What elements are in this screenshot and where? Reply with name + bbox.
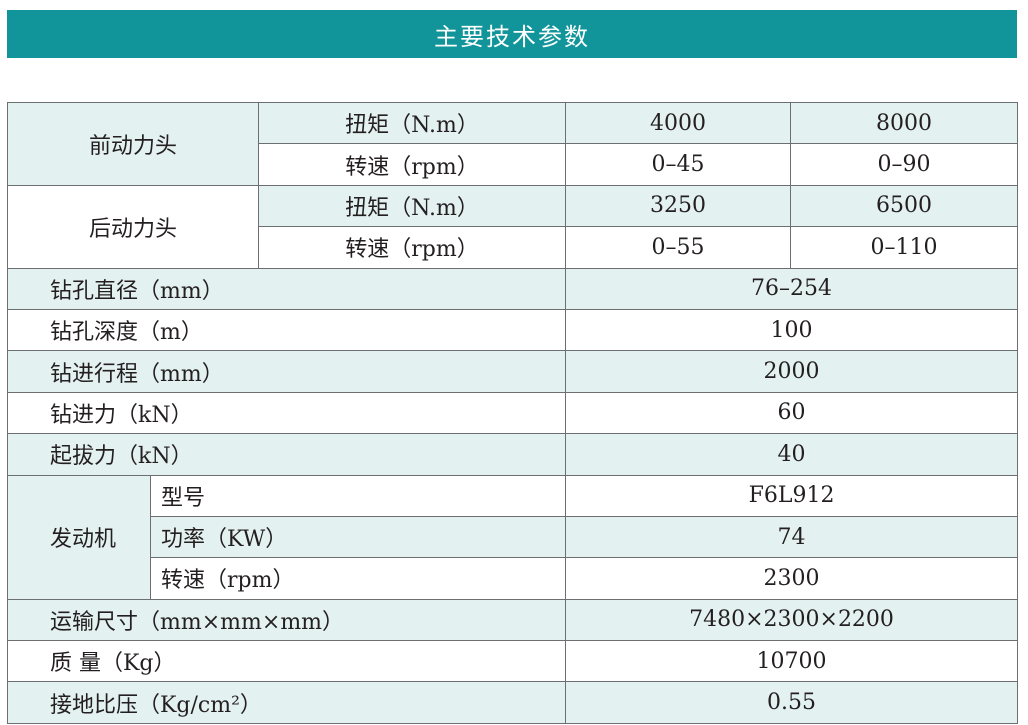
- table-row: 后动力头 扭矩（N.m） 3250 6500: [6, 184, 1019, 269]
- table-row: 钻孔直径（mm） 76–254: [6, 267, 1019, 310]
- table-row: 起拔力（kN） 40: [6, 433, 1019, 476]
- table-row: 质 量（Kg） 10700: [6, 640, 1019, 683]
- table-row: 钻进行程（mm） 2000: [6, 350, 1019, 393]
- value-cell: 60: [565, 391, 1019, 435]
- table-row: 转速（rpm） 2300: [8, 557, 1019, 600]
- table-row: 运输尺寸（mm×mm×mm） 7480×2300×2200: [6, 598, 1019, 642]
- value-cell: 6500: [790, 184, 1019, 228]
- value-cell: 8000: [790, 101, 1019, 145]
- table-row: 发动机 型号 F6L912: [7, 474, 1019, 600]
- param-label: 扭矩（N.m）: [258, 184, 567, 228]
- table-row: 钻孔深度（m） 100: [6, 308, 1019, 352]
- table-row: 钻进力（kN） 60: [6, 391, 1019, 435]
- table-row: 功率（KW） 74: [8, 515, 1019, 559]
- param-label: 运输尺寸（mm×mm×mm）: [6, 598, 567, 642]
- param-label: 钻孔直径（mm）: [6, 267, 567, 310]
- param-label: 转速（rpm）: [258, 143, 567, 186]
- group-label: 发动机: [7, 474, 151, 600]
- group-label: 前动力头: [6, 102, 260, 186]
- value-cell: 0–90: [790, 143, 1019, 186]
- table-row: 前动力头 扭矩（N.m） 4000 8000: [6, 101, 1019, 186]
- value-cell: 76–254: [565, 267, 1019, 310]
- value-cell: 100: [565, 308, 1019, 352]
- value-cell: 40: [565, 433, 1019, 476]
- value-cell: 7480×2300×2200: [565, 598, 1019, 642]
- param-label: 接地比压（Kg/cm²）: [6, 681, 567, 724]
- table-row: 转速（rpm） 0–45 0–90: [8, 143, 1019, 186]
- spec-table: 前动力头 扭矩（N.m） 4000 8000 转速（rpm） 0–45 0–90…: [6, 101, 1019, 724]
- param-label: 钻进行程（mm）: [6, 350, 567, 393]
- value-cell: 74: [565, 515, 1019, 559]
- value-cell: 0–55: [565, 226, 792, 269]
- value-cell: 0–45: [565, 143, 792, 186]
- param-label: 转速（rpm）: [258, 226, 567, 269]
- param-label: 钻进力（kN）: [6, 391, 567, 435]
- param-label: 扭矩（N.m）: [258, 101, 567, 145]
- group-label: 后动力头: [6, 184, 260, 269]
- table-row: 接地比压（Kg/cm²） 0.55: [6, 681, 1019, 724]
- value-cell: 2000: [565, 350, 1019, 393]
- param-label: 型号: [149, 474, 567, 517]
- value-cell: 0.55: [565, 681, 1019, 724]
- value-cell: 0–110: [790, 226, 1019, 269]
- param-label: 转速（rpm）: [149, 557, 567, 600]
- param-label: 起拔力（kN）: [6, 433, 567, 476]
- param-label: 质 量（Kg）: [6, 640, 567, 683]
- param-label: 功率（KW）: [149, 515, 567, 559]
- value-cell: 4000: [565, 101, 792, 145]
- value-cell: 3250: [565, 184, 792, 228]
- value-cell: 2300: [565, 557, 1019, 600]
- title-bar: 主要技术参数: [7, 10, 1017, 58]
- value-cell: F6L912: [565, 474, 1019, 517]
- param-label: 钻孔深度（m）: [6, 308, 567, 352]
- value-cell: 10700: [565, 640, 1019, 683]
